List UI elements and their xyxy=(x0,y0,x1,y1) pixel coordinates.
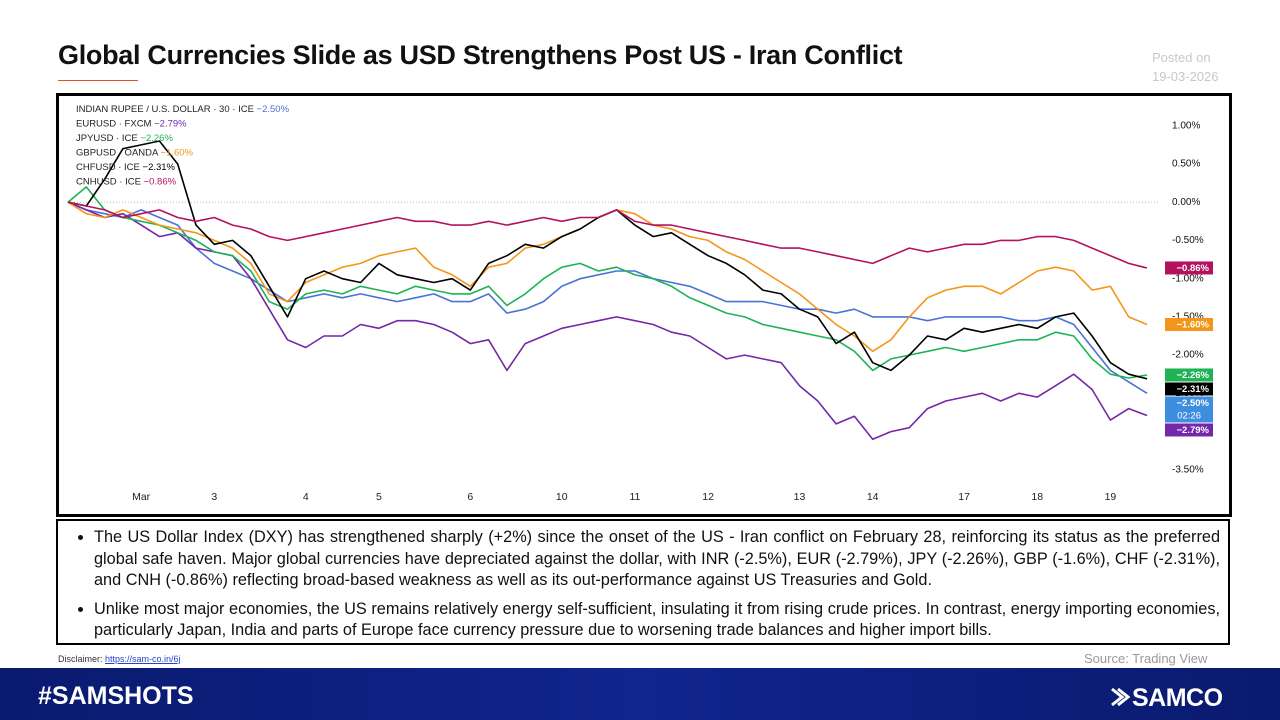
x-tick-label: 17 xyxy=(958,491,970,503)
legend-value: −2.79% xyxy=(154,118,187,129)
legend-entry: INDIAN RUPEE / U.S. DOLLAR · 30 · ICE −2… xyxy=(76,104,290,115)
disclaimer: Disclaimer: https://sam-co.in/6j xyxy=(58,654,181,664)
disclaimer-link[interactable]: https://sam-co.in/6j xyxy=(105,654,181,664)
legend-value: −2.50% xyxy=(257,104,290,115)
x-tick-label: 10 xyxy=(556,491,568,503)
bullet: The US Dollar Index (DXY) has strengthen… xyxy=(94,527,1220,592)
x-tick-label: 3 xyxy=(211,491,217,503)
y-tick-label: 0.00% xyxy=(1172,197,1200,208)
source: Source: Trading View xyxy=(1084,651,1208,666)
series-line xyxy=(67,201,1148,440)
series-line xyxy=(67,140,1148,380)
value-badge xyxy=(1165,318,1213,332)
value-badge-label: −1.60% xyxy=(1177,319,1210,330)
chart-frame xyxy=(56,93,1232,517)
legend-entry: CNHUSD · ICE −0.86% xyxy=(76,176,177,187)
legend-name: GBPUSD · OANDA xyxy=(76,147,159,158)
value-badge xyxy=(1165,368,1213,382)
value-badge-label: −2.50% xyxy=(1177,398,1210,409)
series-line xyxy=(67,201,1148,394)
legend-name: CHFUSD · ICE xyxy=(76,162,140,173)
series-line xyxy=(67,186,1148,379)
brand-logo-mark xyxy=(1111,687,1130,707)
y-tick-label: 1.00% xyxy=(1172,120,1200,131)
legend-entry: EURUSD · FXCM −2.79% xyxy=(76,118,187,129)
value-badge xyxy=(1165,396,1213,423)
y-tick-label: -1.00% xyxy=(1172,273,1204,284)
x-tick-label: 5 xyxy=(376,491,382,503)
x-tick-label: 19 xyxy=(1105,491,1117,503)
legend-entry: GBPUSD · OANDA −1.60% xyxy=(76,147,194,158)
title-underline xyxy=(58,80,138,81)
posted-date: 19-03-2026 xyxy=(1152,69,1219,84)
y-tick-label: -2.00% xyxy=(1172,350,1204,361)
value-badge-label: −0.86% xyxy=(1177,263,1210,274)
y-tick-label: 0.50% xyxy=(1172,159,1200,170)
legend-name: INDIAN RUPEE / U.S. DOLLAR · 30 · ICE xyxy=(76,104,254,115)
x-tick-label: 13 xyxy=(794,491,806,503)
y-tick-label: -1.50% xyxy=(1172,312,1204,323)
legend-entry: CHFUSD · ICE −2.31% xyxy=(76,162,176,173)
chart: 1.00% 0.50% 0.00% -0.50% -1.00% -1.50% -2.00% -… xyxy=(67,104,1213,503)
value-badge-label: −2.31% xyxy=(1177,384,1210,395)
posted-label: Posted on xyxy=(1152,50,1211,65)
y-tick-label: -3.50% xyxy=(1172,464,1204,475)
brand: SAMCO xyxy=(1132,684,1223,712)
legend-value: −2.31% xyxy=(143,162,176,173)
legend-name: JPYUSD · ICE xyxy=(76,133,138,144)
value-badge xyxy=(1165,261,1213,275)
x-tick-label: 4 xyxy=(303,491,309,503)
footer-bar xyxy=(0,668,1280,720)
legend-name: EURUSD · FXCM xyxy=(76,118,152,129)
bullet: Unlike most major economies, the US rema… xyxy=(94,599,1220,642)
series-line xyxy=(67,201,1148,269)
x-tick-label: 11 xyxy=(629,491,640,503)
slide-title: Global Currencies Slide as USD Strengthe… xyxy=(58,40,903,70)
x-tick-label: Mar xyxy=(132,491,151,503)
x-tick-label: 12 xyxy=(702,491,714,503)
posted-info: Posted on 19-03-2026 xyxy=(1152,48,1219,86)
value-badge-label: −2.79% xyxy=(1177,425,1210,436)
commentary: The US Dollar Index (DXY) has strengthen… xyxy=(56,519,1230,645)
x-tick-label: 14 xyxy=(867,491,879,503)
countdown: 02:26 xyxy=(1177,410,1201,421)
value-badge-label: −2.26% xyxy=(1177,370,1210,381)
x-tick-label: 6 xyxy=(467,491,473,503)
legend-value: −2.26% xyxy=(140,133,173,144)
legend-value: −1.60% xyxy=(160,147,193,158)
legend-name: CNHUSD · ICE xyxy=(76,176,141,187)
value-badge xyxy=(1165,382,1213,396)
legend-value: −0.86% xyxy=(144,176,177,187)
y-tick-label: -0.50% xyxy=(1172,235,1204,246)
legend-entry: JPYUSD · ICE −2.26% xyxy=(76,133,173,144)
hashtag: #SAMSHOTS xyxy=(38,682,194,710)
bullet-list: The US Dollar Index (DXY) has strengthen… xyxy=(70,527,1220,642)
x-tick-label: 18 xyxy=(1031,491,1043,503)
disclaimer-label: Disclaimer: xyxy=(58,654,103,664)
value-badge xyxy=(1165,423,1213,437)
